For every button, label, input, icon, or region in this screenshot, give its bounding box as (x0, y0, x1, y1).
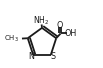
Text: NH$_2$: NH$_2$ (33, 14, 50, 27)
Text: N: N (29, 52, 34, 61)
Text: O: O (57, 21, 63, 30)
Text: CH$_3$: CH$_3$ (4, 34, 19, 44)
Text: S: S (50, 52, 55, 61)
Text: OH: OH (64, 29, 76, 38)
